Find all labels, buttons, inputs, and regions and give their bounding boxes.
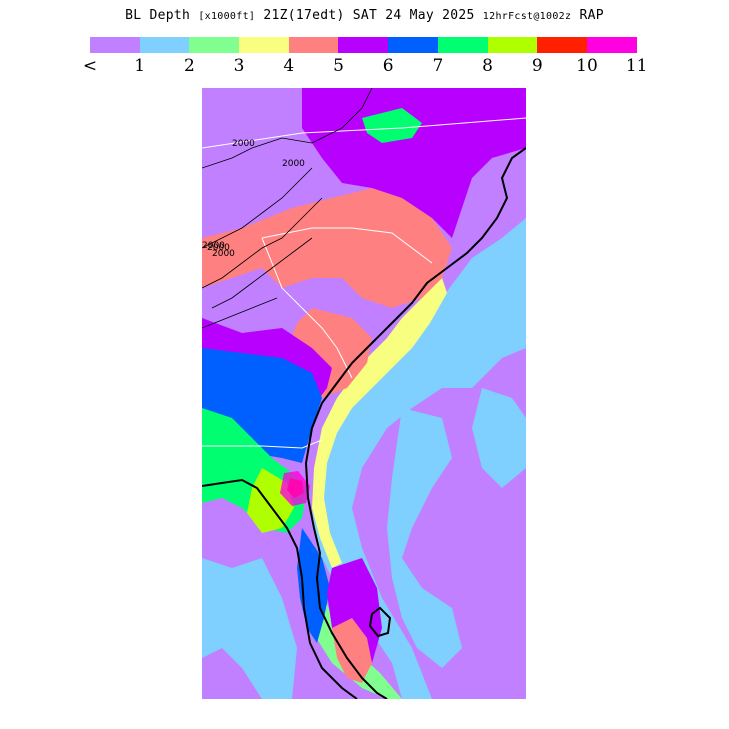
legend-tick-label: 4 [283, 56, 295, 76]
coastline-gulf [202, 478, 358, 699]
state-boundary-fl-ga [202, 439, 323, 449]
contour-line [202, 167, 313, 249]
legend-tick-label: 3 [233, 56, 245, 76]
field-region-10-11-hotspot [280, 471, 310, 506]
legend-tick-label: 11 [625, 56, 648, 76]
map-title: BL Depth [x1000ft] 21Z(17edt) SAT 24 May… [0, 8, 729, 23]
field-region-4-5-south-florida [332, 618, 372, 683]
legend-swatch [139, 37, 190, 53]
lake-outline [368, 606, 392, 638]
field-region-2-3-coastal-strip [312, 278, 447, 568]
legend-tick-label: 9 [531, 56, 543, 76]
legend-swatch [90, 37, 140, 53]
contour-line [202, 88, 373, 169]
bl-depth-map: 2000 2000 2000 2000 2000 [202, 88, 526, 699]
field-region-4-5-carolinas [202, 188, 452, 308]
legend-tick-label: 8 [482, 56, 494, 76]
state-boundary-ga-sc [261, 237, 353, 379]
field-region-7-8-north [362, 108, 422, 143]
legend-tick-label: 2 [183, 56, 195, 76]
legend-swatch [586, 37, 637, 53]
coastline-atlantic [304, 147, 526, 699]
legend-swatch [189, 37, 240, 53]
field-region-1-2-offshore [387, 408, 462, 668]
title-forecast: 12hrFcst@1002z [482, 11, 572, 22]
legend-swatch [437, 37, 488, 53]
contour-line [211, 237, 313, 309]
legend-tick-label: 10 [576, 56, 598, 76]
field-region-5-6-north [302, 88, 526, 238]
contour-label: 2000 [202, 241, 225, 251]
state-boundary-nc-va [202, 117, 526, 149]
legend-swatch [288, 37, 339, 53]
legend-tick-label: < [82, 56, 98, 76]
contour-line [202, 197, 323, 289]
contour-label: 2000 [282, 159, 305, 169]
map-canvas: 2000 2000 2000 2000 2000 [202, 88, 526, 699]
contour-label: 2000 [207, 243, 230, 253]
legend-swatch [487, 37, 538, 53]
field-region-1-2-florida-west [202, 558, 297, 699]
legend-tick-label: 5 [333, 56, 344, 76]
legend-tick-label: 1 [134, 56, 146, 76]
color-legend-ticks: <1 2 3 4 5 6 7 8 9 10 11 [0, 56, 729, 78]
field-region-1-2-offshore-2 [472, 388, 526, 488]
contour-label: 2000 [232, 139, 255, 149]
legend-swatch [388, 37, 438, 53]
contour-line [202, 297, 278, 329]
legend-swatch [239, 37, 289, 53]
color-legend-bar [90, 37, 637, 53]
title-field: BL Depth [125, 8, 191, 23]
contour-label: 2000 [212, 249, 235, 259]
legend-tick-label: 7 [432, 56, 444, 76]
title-model: RAP [579, 8, 604, 23]
legend-swatch [338, 37, 389, 53]
legend-swatch [537, 37, 587, 53]
legend-tick-label: 6 [382, 56, 394, 76]
title-valid-time: 21Z(17edt) SAT 24 May 2025 [263, 8, 475, 23]
state-boundary-sc-nc [261, 227, 433, 264]
title-units: [x1000ft] [198, 11, 256, 22]
